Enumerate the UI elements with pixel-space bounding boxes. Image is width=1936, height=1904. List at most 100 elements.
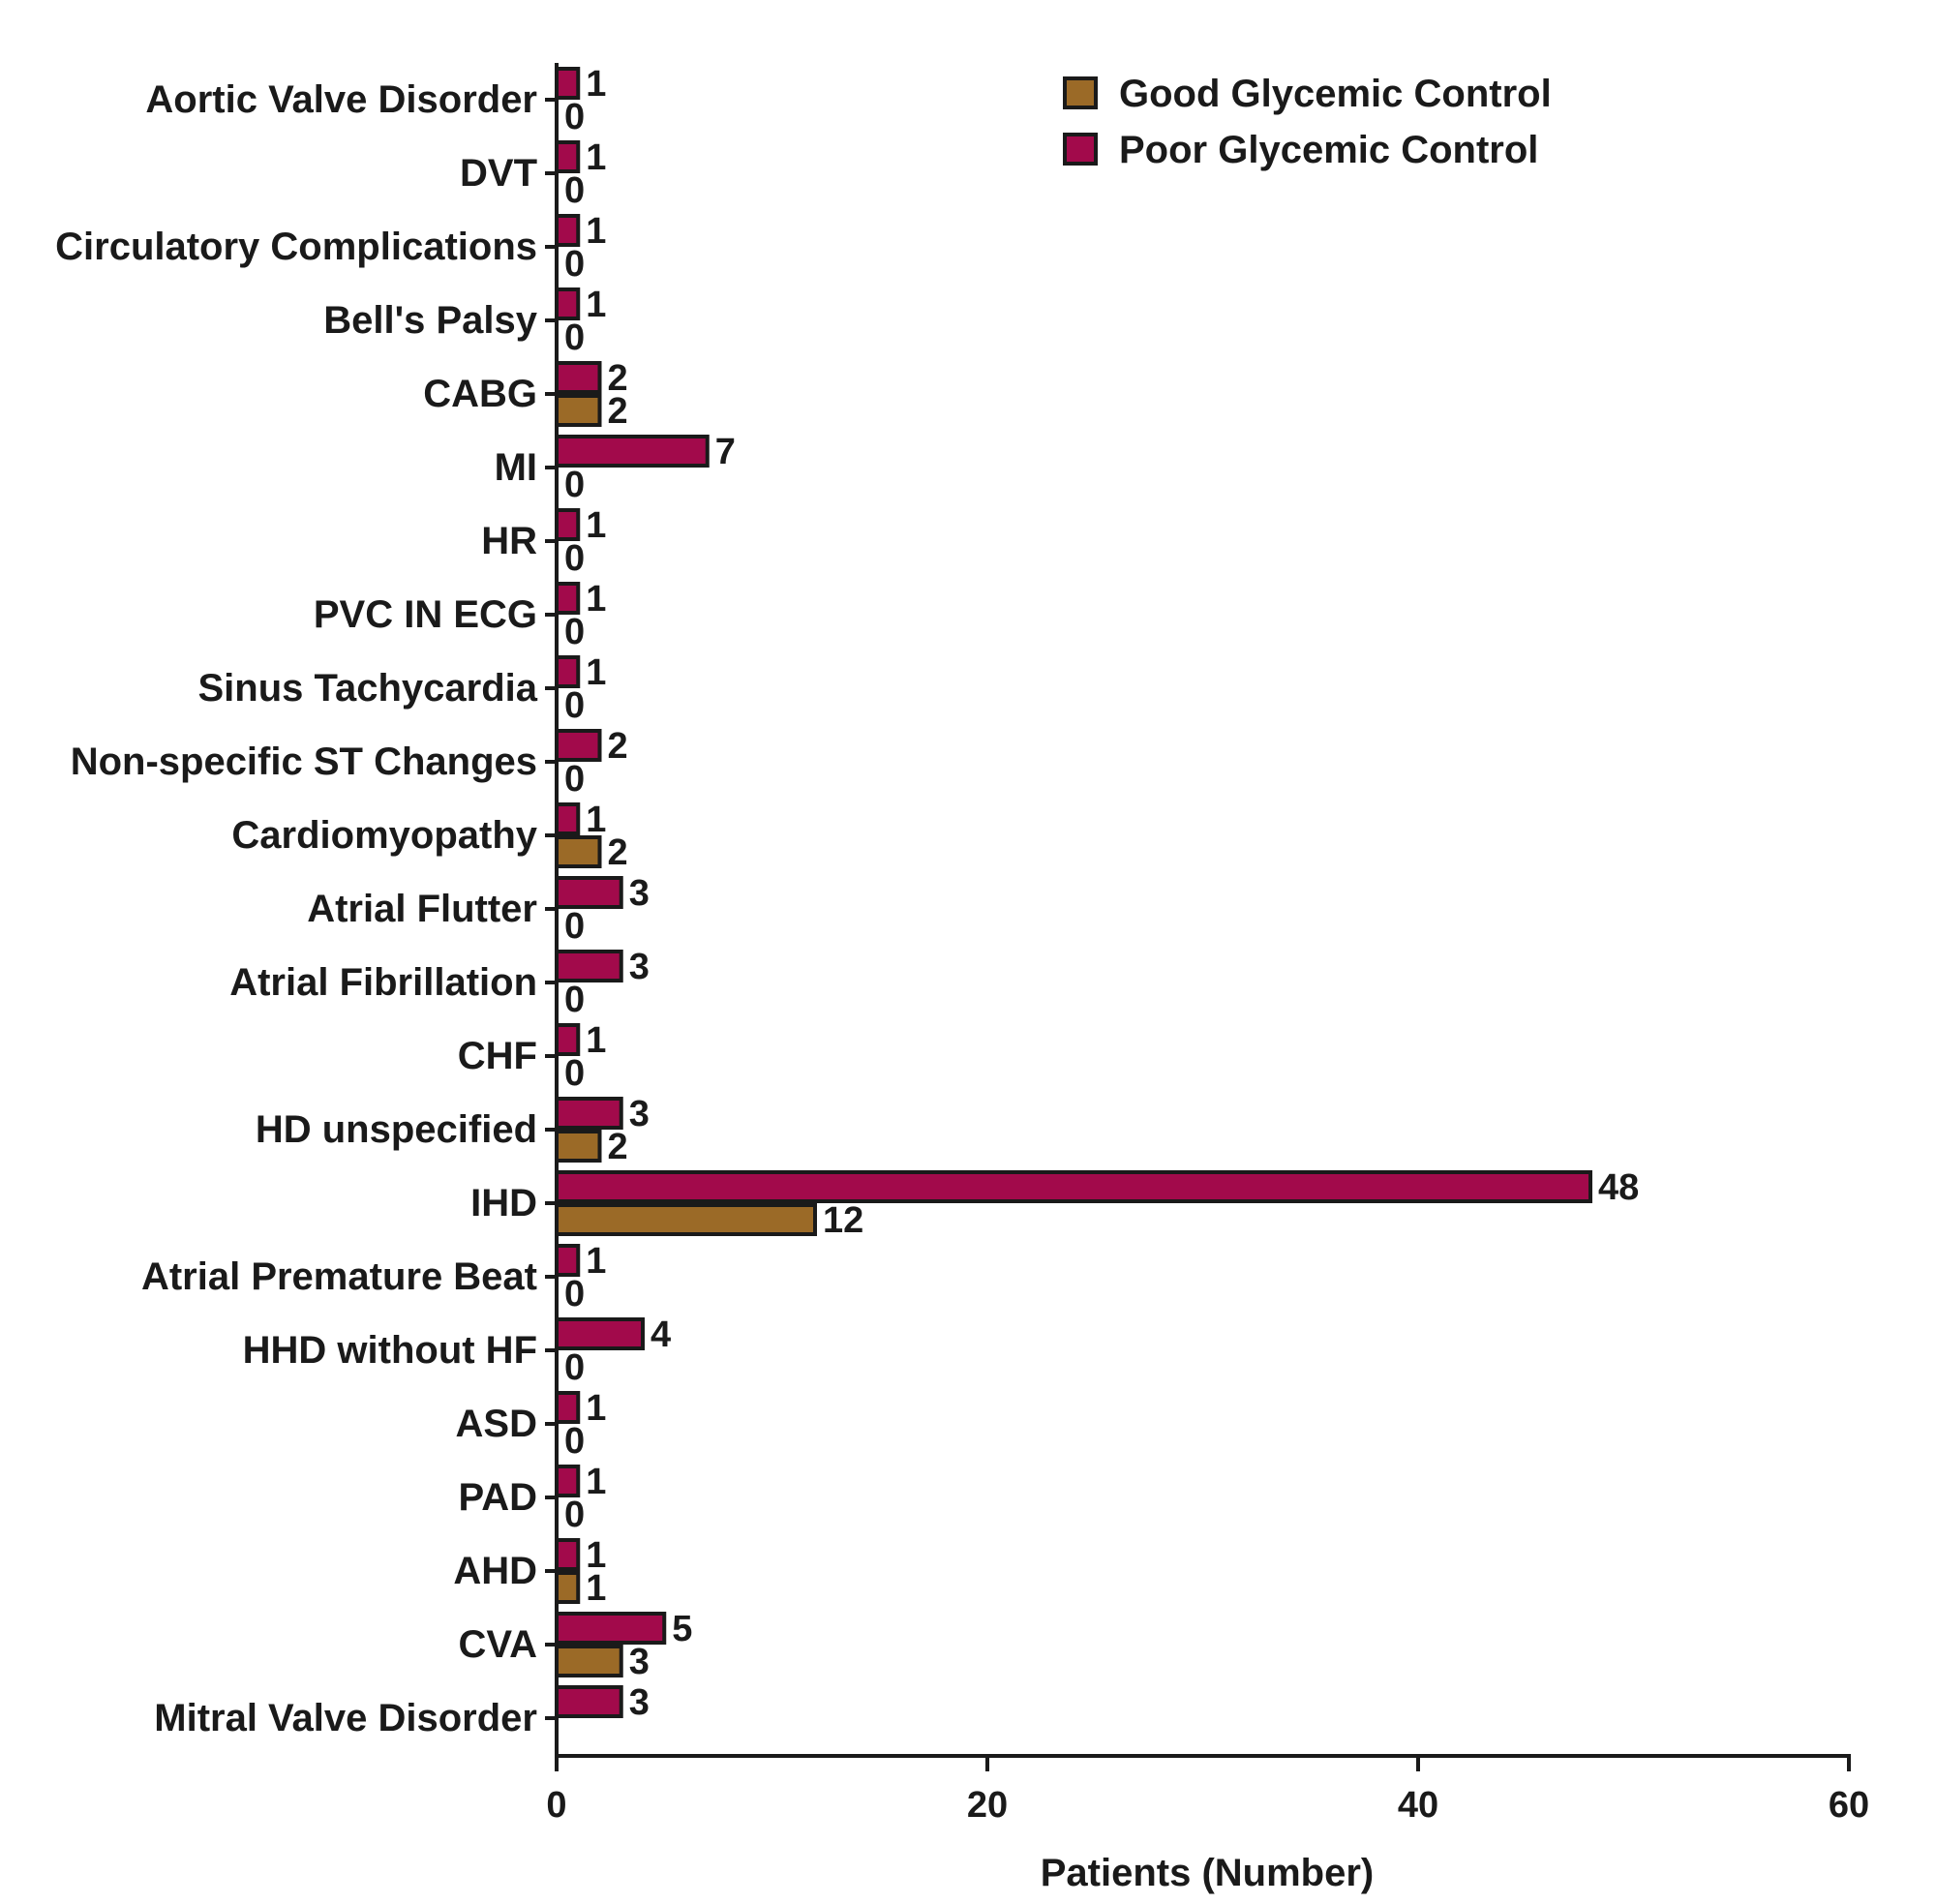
bar-poor-glycemic (555, 214, 581, 247)
category-label: CVA (459, 1623, 537, 1666)
value-label-poor: 3 (629, 1682, 650, 1723)
bar-poor-glycemic (555, 582, 581, 615)
value-label-poor: 1 (586, 1462, 606, 1502)
value-label-good: 0 (564, 685, 585, 726)
value-label-poor: 1 (586, 1241, 606, 1282)
category-label: HD unspecified (256, 1108, 537, 1151)
category-label: Sinus Tachycardia (197, 667, 537, 710)
legend-label: Good Glycemic Control (1119, 73, 1552, 115)
value-label-poor: 1 (586, 137, 606, 178)
value-label-poor: 1 (586, 652, 606, 693)
bar-poor-glycemic (555, 140, 581, 173)
bar-poor-glycemic (555, 876, 623, 909)
category-label: AHD (453, 1550, 537, 1592)
value-label-good: 0 (564, 759, 585, 800)
value-label-good: 1 (586, 1568, 606, 1609)
value-label-poor: 7 (715, 432, 736, 472)
category-label: Atrial Flutter (307, 888, 537, 930)
category-label: Aortic Valve Disorder (145, 78, 537, 121)
value-label-poor: 1 (586, 579, 606, 620)
bar-good-glycemic (555, 1571, 581, 1604)
value-label-poor: 48 (1598, 1167, 1639, 1208)
bar-poor-glycemic (555, 1465, 581, 1497)
bar-poor-glycemic (555, 508, 581, 541)
value-label-good: 0 (564, 170, 585, 211)
value-label-poor: 3 (629, 1094, 650, 1134)
value-label-poor: 1 (586, 1020, 606, 1061)
category-label: IHD (470, 1182, 537, 1224)
y-axis: Aortic Valve Disorder DVT Circulatory Comp… (55, 63, 559, 1756)
bar-poor-glycemic (555, 1097, 623, 1130)
value-label-poor: 1 (586, 1535, 606, 1576)
bar-poor-glycemic (555, 1538, 581, 1571)
legend: Good Glycemic Control Poor Glycemic Contr… (1063, 73, 1552, 171)
value-labels-layer: 1010101022701010102012303010324812104010… (564, 64, 1639, 1723)
legend-swatch (1063, 133, 1098, 166)
bar-good-glycemic (555, 835, 602, 868)
category-label: ASD (456, 1403, 537, 1445)
x-tick-label: 20 (967, 1785, 1008, 1826)
bar-good-glycemic (555, 1130, 602, 1163)
bar-poor-glycemic (555, 435, 710, 468)
value-label-good: 0 (564, 980, 585, 1020)
bars-layer (555, 67, 1592, 1718)
value-label-good: 0 (564, 1053, 585, 1094)
x-tick-label: 60 (1829, 1785, 1869, 1826)
category-label: HR (481, 520, 537, 562)
bar-good-glycemic (555, 1645, 623, 1677)
value-label-good: 2 (608, 391, 628, 432)
category-label: CHF (458, 1035, 537, 1077)
bar-poor-glycemic (555, 1170, 1592, 1203)
value-label-poor: 3 (629, 947, 650, 987)
value-label-poor: 1 (586, 64, 606, 105)
bar-poor-glycemic (555, 67, 581, 100)
bar-poor-glycemic (555, 1244, 581, 1277)
value-label-good: 0 (564, 1495, 585, 1535)
bar-poor-glycemic (555, 361, 602, 394)
value-label-poor: 1 (586, 505, 606, 546)
category-label: Bell's Palsy (323, 299, 538, 342)
bar-poor-glycemic (555, 950, 623, 982)
bar-poor-glycemic (555, 1023, 581, 1056)
value-label-poor: 2 (608, 726, 628, 767)
value-label-poor: 1 (586, 211, 606, 252)
value-label-poor: 4 (650, 1315, 671, 1355)
bar-good-glycemic (555, 394, 602, 427)
value-label-good: 2 (608, 832, 628, 873)
value-label-good: 0 (564, 538, 585, 579)
value-label-good: 0 (564, 612, 585, 652)
value-label-good: 2 (608, 1127, 628, 1167)
category-label: HHD without HF (243, 1329, 537, 1372)
value-label-good: 0 (564, 906, 585, 947)
category-label: DVT (460, 152, 537, 195)
category-label: Non-specific ST Changes (71, 740, 537, 783)
category-label: CABG (423, 373, 537, 415)
value-label-poor: 1 (586, 285, 606, 325)
value-label-poor: 3 (629, 873, 650, 914)
bar-poor-glycemic (555, 802, 581, 835)
value-label-poor: 1 (586, 1388, 606, 1429)
value-label-poor: 5 (672, 1609, 692, 1649)
legend-label: Poor Glycemic Control (1119, 129, 1538, 171)
bar-poor-glycemic (555, 1317, 645, 1350)
category-label: PAD (459, 1476, 537, 1519)
legend-swatch (1063, 76, 1098, 109)
value-label-good: 12 (823, 1200, 863, 1241)
category-label: Atrial Fibrillation (229, 961, 537, 1004)
value-label-good: 0 (564, 97, 585, 137)
bar-poor-glycemic (555, 1612, 667, 1645)
value-label-poor: 1 (586, 800, 606, 840)
value-label-good: 0 (564, 317, 585, 358)
category-label: Cardiomyopathy (231, 814, 537, 857)
category-label: Atrial Premature Beat (141, 1255, 537, 1298)
value-label-good: 0 (564, 1347, 585, 1388)
value-label-good: 0 (564, 1274, 585, 1315)
value-label-good: 3 (629, 1642, 650, 1682)
category-label: MI (495, 446, 537, 489)
bar-poor-glycemic (555, 729, 602, 762)
x-tick-label: 0 (546, 1785, 566, 1826)
value-label-good: 0 (564, 1421, 585, 1462)
x-axis: 0 20 40 60 (546, 1754, 1869, 1826)
